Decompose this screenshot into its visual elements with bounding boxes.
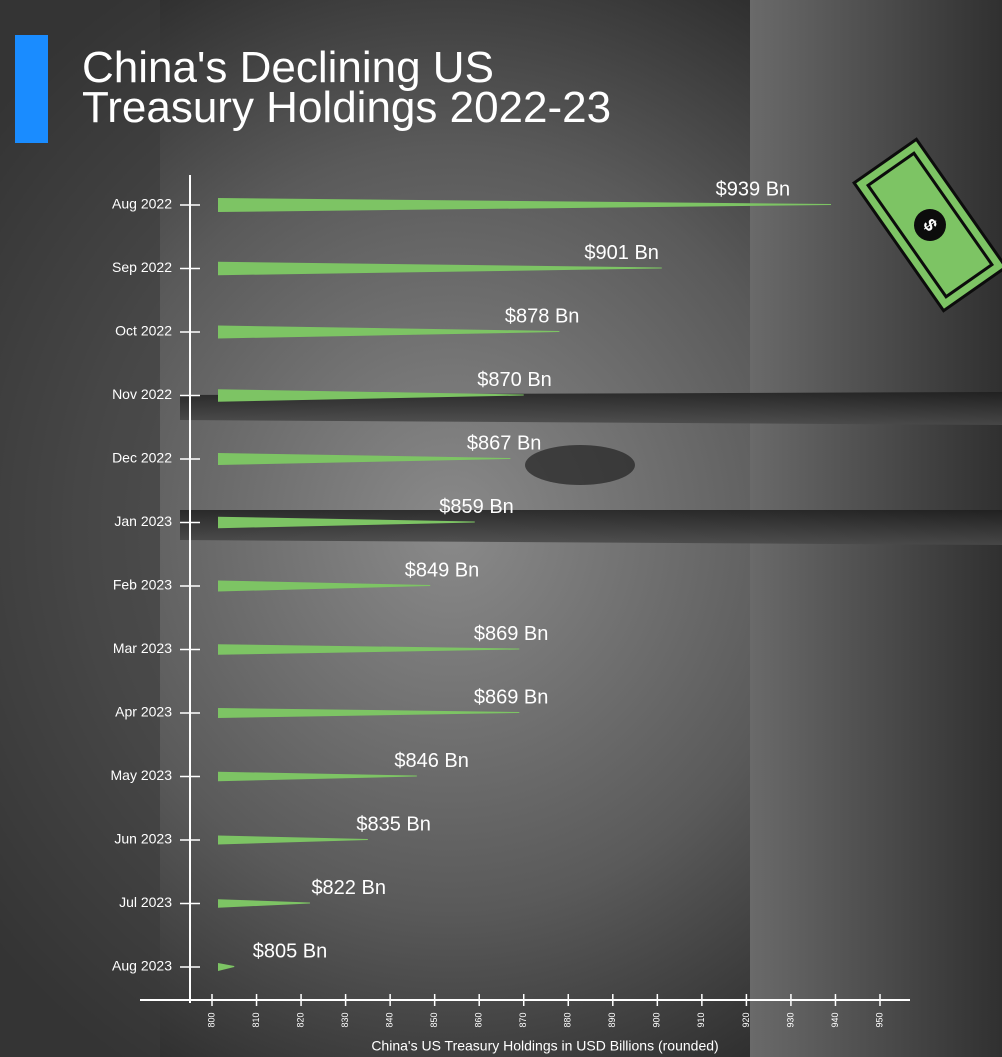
x-axis-label: China's US Treasury Holdings in USD Bill…: [371, 1038, 718, 1054]
background-band: [180, 392, 1002, 425]
value-label: $846 Bn: [394, 750, 469, 772]
title-accent: [15, 35, 48, 143]
value-label: $869 Bn: [474, 686, 549, 708]
bar: [218, 835, 368, 845]
value-label: $859 Bn: [439, 496, 514, 518]
y-tick-label: Apr 2023: [115, 704, 172, 720]
y-tick-label: Aug 2022: [112, 196, 172, 212]
chart-title: China's Declining US Treasury Holdings 20…: [82, 43, 611, 132]
y-tick-label: Nov 2022: [112, 386, 172, 402]
y-tick-label: Feb 2023: [113, 577, 172, 593]
x-tick-label: 830: [340, 1012, 350, 1027]
value-label: $939 Bn: [716, 178, 791, 200]
y-tick-label: Jun 2023: [114, 831, 172, 847]
y-tick-label: Jan 2023: [114, 513, 172, 529]
y-tick-label: Oct 2022: [115, 323, 172, 339]
y-tick-label: Aug 2023: [112, 958, 172, 974]
background-shade: [0, 0, 160, 1057]
y-tick-label: May 2023: [111, 767, 173, 783]
value-label: $870 Bn: [477, 369, 552, 391]
x-tick-label: 810: [251, 1012, 261, 1027]
background-eye: [525, 445, 635, 485]
background-band: [180, 510, 1002, 545]
value-label: $878 Bn: [505, 305, 580, 327]
value-label: $901 Bn: [584, 242, 659, 264]
bar: [218, 198, 832, 212]
bar: [218, 899, 310, 908]
bar: [218, 580, 431, 592]
x-tick-label: 940: [830, 1012, 840, 1027]
x-tick-label: 910: [696, 1012, 706, 1027]
x-tick-label: 920: [741, 1012, 751, 1027]
y-tick-label: Jul 2023: [119, 894, 172, 910]
value-label: $867 Bn: [467, 432, 542, 454]
x-tick-label: 950: [874, 1012, 884, 1027]
value-label: $822 Bn: [311, 877, 386, 899]
x-tick-label: 880: [563, 1012, 573, 1027]
bar: [218, 708, 520, 718]
bar: [218, 516, 475, 529]
bar: [218, 644, 520, 655]
y-tick-label: Mar 2023: [113, 640, 172, 656]
x-tick-label: 890: [607, 1012, 617, 1027]
x-tick-label: 900: [652, 1012, 662, 1027]
x-tick-label: 850: [429, 1012, 439, 1027]
value-label: $835 Bn: [356, 813, 431, 835]
x-tick-label: 930: [785, 1012, 795, 1027]
value-label: $849 Bn: [405, 559, 480, 581]
bar: [218, 453, 511, 465]
value-label: $869 Bn: [474, 623, 549, 645]
y-tick-label: Sep 2022: [112, 259, 172, 275]
y-tick-label: Dec 2022: [112, 450, 172, 466]
x-tick-label: 800: [206, 1012, 216, 1027]
x-tick-label: 840: [385, 1012, 395, 1027]
bar: [218, 963, 235, 971]
x-tick-label: 820: [295, 1012, 305, 1027]
bar: [218, 389, 524, 402]
money-icon: $: [852, 137, 1002, 313]
value-label: $805 Bn: [253, 940, 328, 962]
bar: [218, 771, 417, 782]
x-tick-label: 870: [518, 1012, 528, 1027]
bar: [218, 261, 662, 276]
bar: [218, 325, 560, 339]
x-tick-label: 860: [474, 1012, 484, 1027]
